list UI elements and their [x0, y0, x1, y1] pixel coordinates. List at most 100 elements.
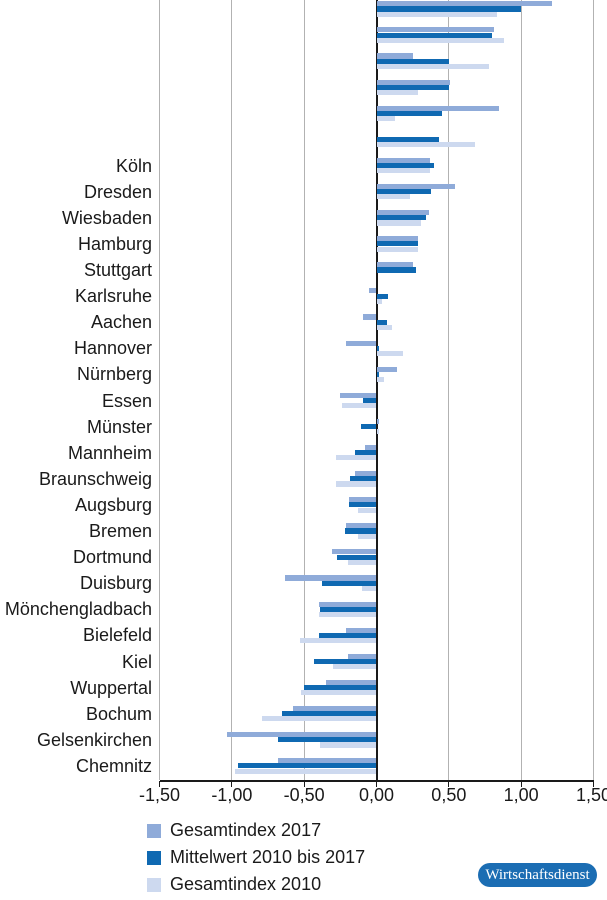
- bar: [349, 502, 377, 508]
- category-label: Wuppertal: [70, 677, 152, 698]
- legend-item: Gesamtindex 2010: [147, 874, 321, 895]
- gridline: [231, 0, 233, 780]
- bar: [376, 377, 384, 383]
- bar: [285, 575, 377, 581]
- bar: [376, 6, 522, 12]
- badge-label: Wirtschaftsdienst: [485, 866, 590, 883]
- bar: [376, 215, 426, 221]
- bar: [318, 601, 377, 607]
- bar: [376, 116, 396, 122]
- bar: [376, 262, 413, 268]
- bar: [278, 758, 377, 764]
- bar: [318, 632, 377, 638]
- category-label: Stuttgart: [83, 260, 152, 280]
- bar: [262, 716, 377, 722]
- bar: [376, 189, 432, 195]
- axis-tick: [593, 781, 594, 787]
- axis-tick-label: 0,00: [358, 785, 395, 805]
- category-label: Bremen: [88, 521, 152, 541]
- category-label: Wiesbaden: [61, 207, 152, 228]
- legend-label: Gesamtindex 2010: [170, 874, 322, 894]
- axis-tick-label: 0,50: [431, 785, 467, 805]
- category-label: Duisburg: [79, 573, 152, 594]
- bar: [335, 455, 377, 461]
- legend-item: Gesamtindex 2017: [147, 820, 321, 841]
- bar: [227, 732, 377, 738]
- axis-tick: [448, 781, 450, 787]
- bar: [331, 549, 377, 555]
- legend-swatch: [147, 850, 161, 865]
- bar: [282, 711, 377, 717]
- category-label: Bochum: [85, 703, 152, 724]
- bar: [299, 638, 377, 644]
- bar: [363, 397, 377, 404]
- x-axis-line: [159, 779, 594, 782]
- axis-tick: [376, 781, 377, 787]
- category-label: Hamburg: [77, 233, 152, 254]
- bar: [376, 37, 504, 43]
- category-label: Aachen: [90, 312, 152, 333]
- bar: [278, 737, 377, 743]
- bar: [376, 163, 435, 169]
- category-label: Chemnitz: [75, 755, 152, 776]
- bar: [362, 585, 377, 591]
- category-label: Essen: [101, 390, 152, 411]
- gridline: [520, 0, 522, 780]
- axis-tick-label: 1,50: [575, 785, 607, 805]
- bar: [376, 58, 449, 64]
- bar: [376, 324, 393, 330]
- bar: [376, 110, 442, 116]
- bar: [364, 444, 377, 451]
- bar: [376, 371, 380, 377]
- bar: [335, 481, 377, 487]
- bar: [376, 220, 422, 226]
- bar: [346, 340, 377, 346]
- wirtschaftsdienst-badge: Wirtschaftsdienst: [478, 863, 597, 887]
- bar: [376, 241, 419, 247]
- bar: [376, 267, 416, 273]
- bar: [357, 533, 377, 539]
- bar: [376, 350, 403, 357]
- bar: [320, 606, 377, 612]
- bar: [234, 768, 377, 774]
- legend-swatch: [147, 877, 161, 892]
- category-label: Nürnberg: [76, 364, 152, 385]
- category-label: Dresden: [83, 181, 152, 202]
- bar: [320, 742, 377, 748]
- bar: [318, 611, 377, 618]
- category-label: Mönchengladbach: [4, 599, 152, 620]
- bar: [340, 392, 377, 398]
- bar: [337, 554, 377, 560]
- bar: [376, 183, 455, 190]
- bar: [347, 559, 377, 565]
- bar: [376, 11, 497, 17]
- bar: [344, 528, 377, 534]
- category-label: Mannheim: [67, 442, 152, 463]
- bar: [237, 763, 377, 769]
- category-label: Hannover: [73, 338, 152, 359]
- bar: [321, 580, 377, 586]
- category-label: Gelsenkirchen: [36, 729, 152, 750]
- axis-tick: [231, 781, 233, 787]
- bar: [314, 658, 377, 665]
- bar: [376, 157, 431, 163]
- axis-tick-label: -1,50: [138, 785, 181, 805]
- chart-plot-area: [159, 0, 594, 780]
- bar: [363, 314, 377, 320]
- bar: [376, 27, 494, 33]
- axis-tick-label: -1,00: [211, 785, 253, 805]
- bar: [350, 476, 377, 482]
- legend-label: Gesamtindex 2017: [170, 820, 322, 840]
- bar: [376, 63, 490, 69]
- category-label: Bielefeld: [82, 625, 152, 646]
- gridline: [303, 0, 305, 780]
- bar: [347, 653, 377, 659]
- bar: [376, 366, 397, 372]
- bar: [346, 523, 377, 529]
- bar: [376, 319, 387, 325]
- bar: [346, 627, 377, 633]
- category-label: Karlsruhe: [74, 286, 152, 307]
- bar: [376, 345, 380, 351]
- bar: [376, 210, 429, 216]
